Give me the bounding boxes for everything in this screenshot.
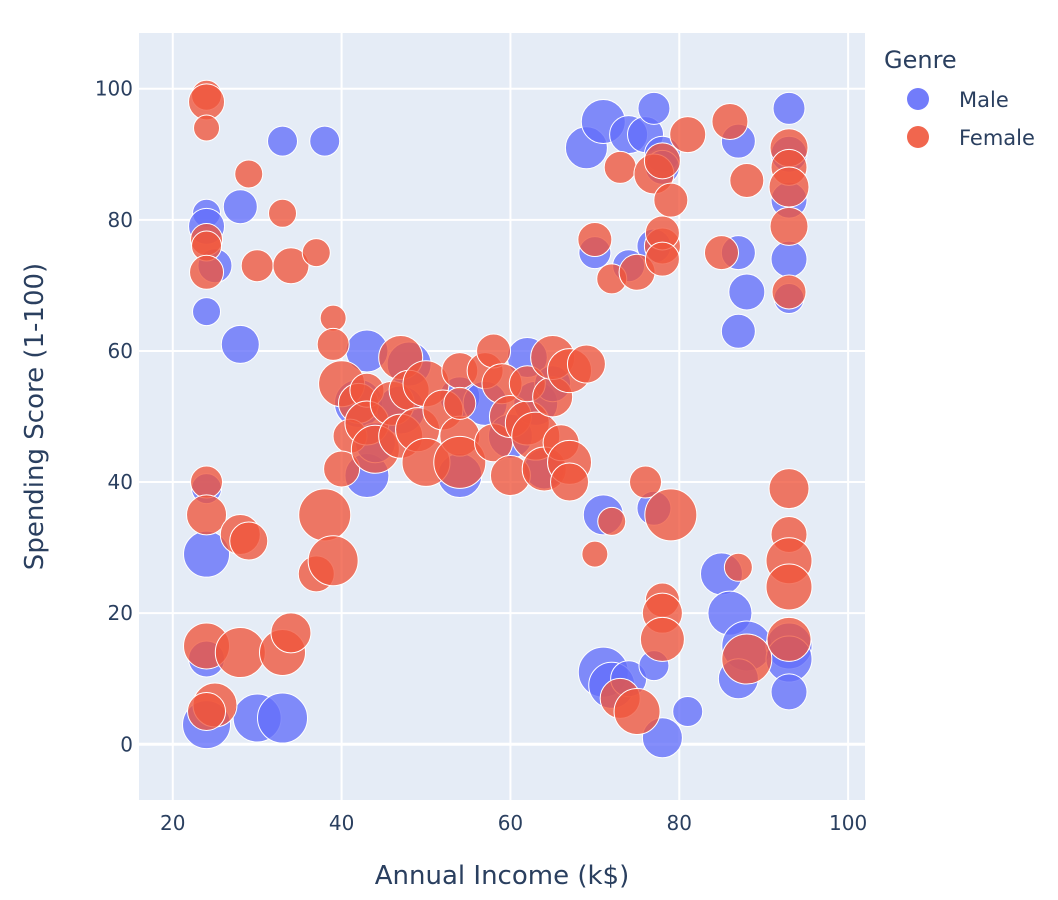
x-tick-label: 80 — [667, 811, 692, 835]
legend-title: Genre — [884, 46, 957, 74]
point-female[interactable] — [644, 241, 680, 277]
point-male[interactable] — [220, 324, 260, 364]
legend[interactable]: Genre Male Female — [884, 46, 1035, 150]
legend-item-female[interactable]: Female — [907, 126, 1035, 150]
point-female[interactable] — [597, 506, 627, 536]
x-tick-label: 20 — [160, 811, 185, 835]
point-female[interactable] — [272, 247, 310, 285]
point-female[interactable] — [189, 254, 225, 290]
point-female[interactable] — [566, 344, 606, 384]
point-female[interactable] — [711, 103, 749, 140]
point-female[interactable] — [268, 198, 298, 228]
point-female[interactable] — [639, 616, 685, 662]
x-tick-label: 60 — [498, 811, 523, 835]
point-female[interactable] — [703, 235, 739, 271]
point-female[interactable] — [240, 249, 274, 283]
point-female[interactable] — [603, 150, 637, 184]
point-female[interactable] — [188, 83, 226, 121]
tick-labels: 20 40 60 80 100 0 20 40 60 80 100 — [95, 77, 867, 835]
point-male[interactable] — [637, 91, 671, 125]
point-female[interactable] — [319, 304, 347, 332]
y-tick-label: 60 — [108, 339, 133, 363]
point-female[interactable] — [653, 182, 689, 218]
point-female[interactable] — [187, 692, 227, 731]
point-female[interactable] — [581, 540, 609, 568]
data-points — [182, 79, 813, 759]
legend-label-male: Male — [959, 88, 1009, 112]
point-male[interactable] — [192, 297, 222, 327]
point-female[interactable] — [669, 116, 707, 154]
point-female[interactable] — [613, 688, 661, 735]
point-female[interactable] — [298, 488, 352, 542]
point-female[interactable] — [769, 206, 809, 246]
point-female[interactable] — [721, 633, 773, 685]
point-male[interactable] — [267, 125, 299, 157]
point-female[interactable] — [193, 114, 221, 142]
point-male[interactable] — [720, 313, 756, 349]
point-female[interactable] — [476, 333, 512, 369]
point-female[interactable] — [765, 563, 813, 611]
point-male[interactable] — [257, 692, 309, 744]
point-female[interactable] — [270, 612, 312, 654]
point-male[interactable] — [770, 673, 808, 711]
point-female[interactable] — [643, 142, 681, 180]
point-male[interactable] — [772, 91, 806, 125]
point-female[interactable] — [234, 159, 264, 189]
point-female[interactable] — [768, 166, 810, 208]
point-female[interactable] — [550, 462, 590, 502]
y-axis-title: Spending Score (1-100) — [20, 263, 50, 570]
point-female[interactable] — [316, 327, 350, 361]
point-male[interactable] — [728, 273, 766, 311]
legend-marker-female — [907, 126, 929, 148]
point-female[interactable] — [729, 163, 765, 198]
point-female[interactable] — [307, 535, 359, 587]
point-female[interactable] — [766, 616, 812, 662]
point-female[interactable] — [190, 465, 224, 499]
x-tick-label: 40 — [329, 811, 354, 835]
point-female[interactable] — [723, 552, 753, 582]
point-female[interactable] — [768, 468, 810, 510]
point-male[interactable] — [309, 125, 341, 157]
legend-marker-male — [907, 88, 929, 110]
point-male[interactable] — [222, 189, 258, 225]
x-axis-title: Annual Income (k$) — [375, 861, 629, 891]
point-female[interactable] — [186, 494, 228, 536]
y-tick-label: 0 — [120, 732, 133, 756]
point-female[interactable] — [433, 435, 487, 489]
point-female[interactable] — [644, 488, 698, 542]
x-tick-label: 100 — [829, 811, 867, 835]
y-tick-label: 40 — [108, 470, 133, 494]
point-female[interactable] — [229, 521, 269, 561]
point-female[interactable] — [323, 450, 361, 488]
point-male[interactable] — [672, 696, 704, 727]
point-female[interactable] — [629, 465, 663, 499]
y-tick-label: 80 — [108, 208, 133, 232]
point-female[interactable] — [443, 386, 477, 420]
point-male[interactable] — [770, 240, 808, 278]
y-tick-label: 100 — [95, 77, 133, 101]
legend-label-female: Female — [959, 126, 1035, 150]
point-female[interactable] — [577, 222, 613, 257]
point-female[interactable] — [301, 238, 331, 268]
point-female[interactable] — [771, 274, 807, 310]
y-tick-label: 20 — [108, 601, 133, 625]
legend-items[interactable]: Male Female — [907, 88, 1035, 150]
point-female[interactable] — [214, 627, 266, 678]
legend-item-male[interactable]: Male — [907, 88, 1009, 112]
